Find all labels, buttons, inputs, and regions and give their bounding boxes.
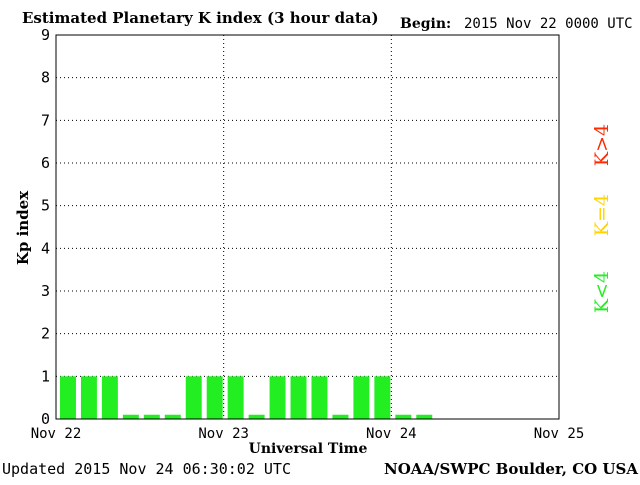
y-tick-label: 8 (41, 69, 50, 87)
kp-bar (80, 376, 97, 419)
updated-text: Updated 2015 Nov 24 06:30:02 UTC (2, 460, 291, 478)
kp-bar (122, 414, 139, 419)
kp-bar (248, 414, 265, 419)
y-tick-label: 3 (41, 282, 50, 300)
plot-frame (55, 34, 560, 420)
legend: K>4 K=4 K<4 (591, 124, 613, 313)
kp-bar (353, 376, 370, 419)
x-tick-label: Nov 25 (534, 426, 585, 442)
x-tick-label: Nov 22 (31, 426, 82, 442)
chart-title: Estimated Planetary K index (3 hour data… (22, 9, 379, 27)
kp-bar (395, 414, 412, 419)
begin-value: 2015 Nov 22 0000 UTC (464, 16, 633, 32)
kp-bar (374, 376, 391, 419)
kp-bar (206, 376, 223, 419)
kp-bar (311, 376, 328, 419)
y-axis-label: Kp index (14, 190, 32, 265)
x-tick-label: Nov 24 (366, 426, 417, 442)
kp-bar (290, 376, 307, 419)
y-tick-labels: 0 1 2 3 4 5 6 7 8 9 (41, 26, 50, 428)
kp-bar (60, 376, 76, 419)
kp-bar (227, 376, 244, 419)
source-text: NOAA/SWPC Boulder, CO USA (384, 460, 638, 478)
y-tick-label: 0 (41, 410, 50, 428)
y-tick-label: 1 (41, 367, 50, 385)
x-tick-labels: Nov 22 Nov 23 Nov 24 Nov 25 (31, 426, 585, 442)
x-tick-label: Nov 23 (198, 426, 249, 442)
y-tick-label: 6 (41, 154, 50, 172)
kp-bar (416, 414, 433, 419)
bar-layer (60, 376, 433, 419)
kp-bar (269, 376, 286, 419)
legend-item: K>4 (591, 124, 613, 166)
legend-item: K=4 (591, 194, 613, 236)
legend-item: K<4 (591, 271, 613, 313)
y-tick-label: 9 (41, 26, 50, 44)
kp-bar (185, 376, 202, 419)
y-tick-label: 5 (41, 197, 50, 215)
y-tick-label: 4 (41, 239, 50, 257)
grid-layer (56, 35, 559, 419)
y-tick-label: 7 (41, 111, 50, 129)
kp-bar (101, 376, 118, 419)
y-tick-label: 2 (41, 325, 50, 343)
kp-bar (164, 414, 181, 419)
x-axis-label: Universal Time (249, 441, 368, 457)
kp-bar (143, 414, 160, 419)
kp-bar (332, 414, 349, 419)
begin-label: Begin: (400, 16, 451, 32)
